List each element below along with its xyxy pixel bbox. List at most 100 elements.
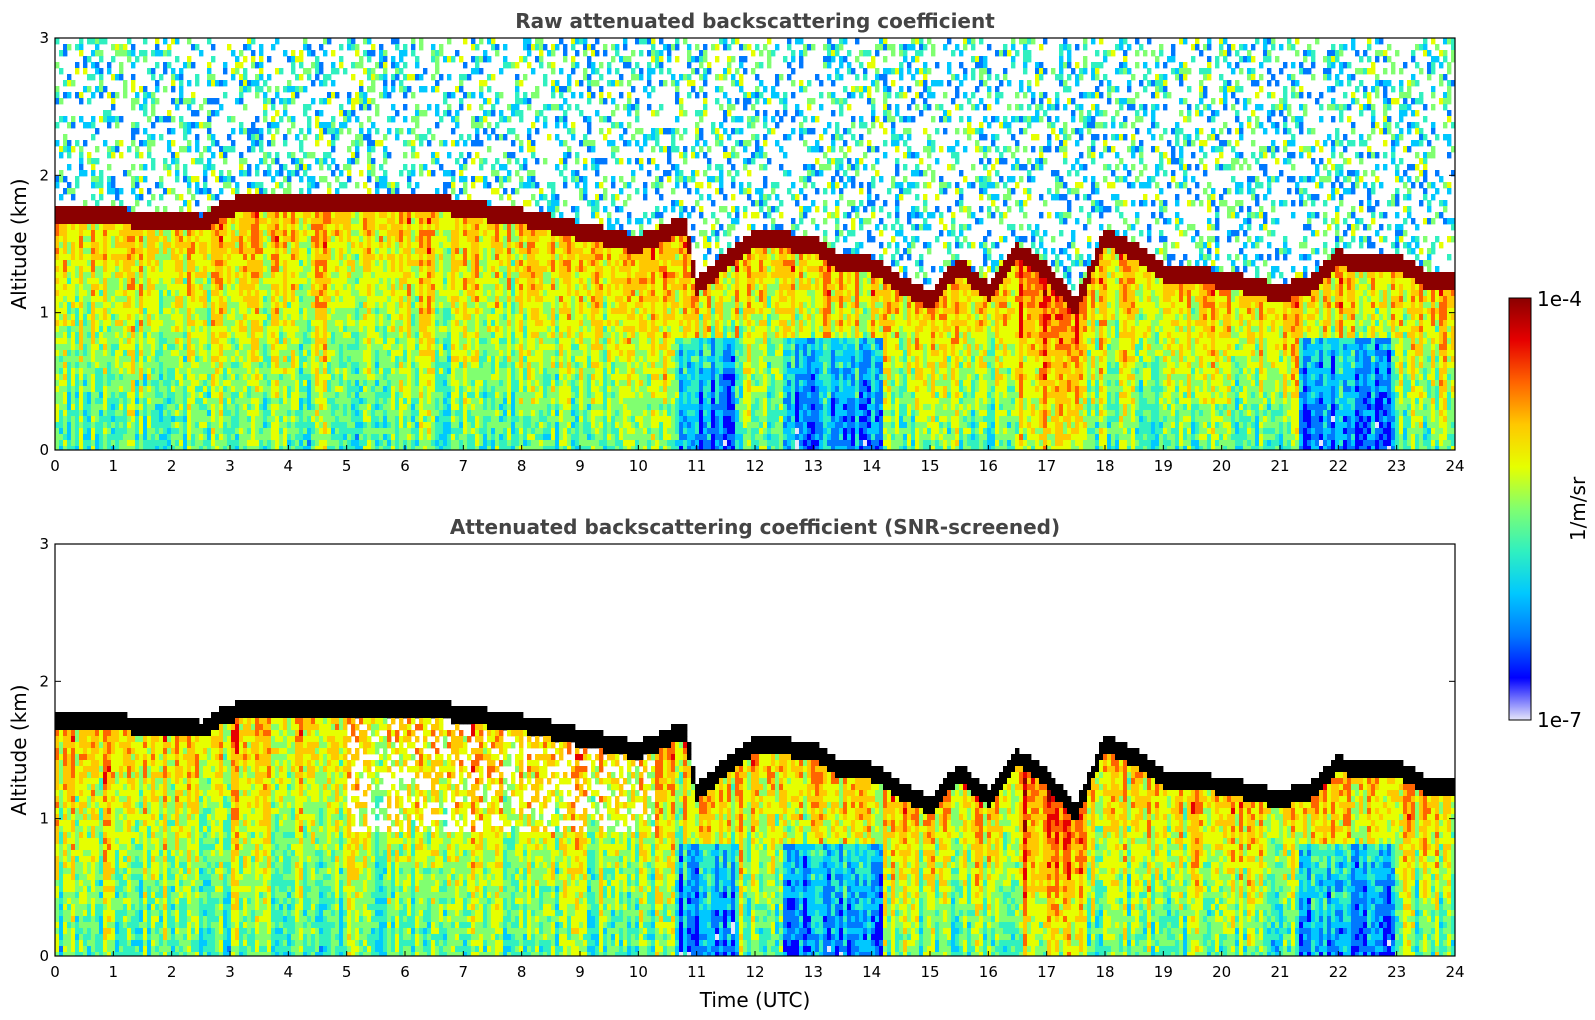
heatmap-cell [243,272,248,279]
heatmap-cell [147,152,152,159]
heatmap-cell [335,440,340,447]
heatmap-cell [375,110,380,117]
heatmap-cell [355,422,360,429]
heatmap-cell [107,338,112,345]
heatmap-cell [355,230,360,237]
heatmap-cell [167,320,172,327]
heatmap-cell [159,182,164,189]
heatmap-cell [71,410,76,417]
heatmap-cell [307,164,312,171]
heatmap-cell [311,230,316,237]
heatmap-cell [55,290,60,297]
heatmap-cell [119,428,124,435]
heatmap-cell [259,422,264,429]
heatmap-cell [191,254,196,261]
heatmap-cell [375,422,380,429]
heatmap-cell [107,332,112,339]
heatmap-cell [63,116,68,123]
heatmap-cell [387,314,392,321]
heatmap-cell [147,296,152,303]
heatmap-cell [75,260,80,267]
heatmap-cell [411,170,416,177]
heatmap-cell [143,356,148,363]
heatmap-cell [195,344,200,351]
heatmap-cell [83,374,88,381]
heatmap-cell [55,422,60,429]
heatmap-cell [259,338,264,345]
heatmap-cell [175,74,180,81]
heatmap-cell [203,368,208,375]
heatmap-cell [155,50,160,57]
heatmap-cell [151,440,156,447]
heatmap-cell [263,374,268,381]
heatmap-cell [107,272,112,279]
heatmap-cell [335,386,340,393]
heatmap-cell [95,182,100,189]
heatmap-cell [115,230,120,237]
heatmap-cell [87,416,92,423]
heatmap-cell [163,434,168,441]
heatmap-cell [339,182,344,189]
heatmap-cell [191,398,196,405]
heatmap-cell [215,434,220,441]
heatmap-cell [303,302,308,309]
heatmap-cell [119,344,124,351]
heatmap-cell [203,248,208,255]
heatmap-cell [415,242,420,249]
heatmap-cell [335,308,340,315]
heatmap-cell [187,314,192,321]
heatmap-cell [343,284,348,291]
heatmap-cell [351,104,356,111]
heatmap-cell [199,314,204,321]
heatmap-cell [435,152,440,159]
heatmap-cell [251,320,256,327]
heatmap-cell [71,386,76,393]
heatmap-cell [379,320,384,327]
heatmap-cell [323,356,328,363]
heatmap-cell [231,188,236,195]
heatmap-cell [259,248,264,255]
heatmap-cell [259,296,264,303]
heatmap-cell [259,344,264,351]
heatmap-cell [411,320,416,327]
heatmap-cell [259,332,264,339]
heatmap-cell [187,128,192,135]
heatmap-cell [299,320,304,327]
heatmap-cell [371,44,376,51]
heatmap-cell [91,116,96,123]
heatmap-cell [379,62,384,69]
heatmap-cell [271,314,276,321]
heatmap-cell [399,308,404,315]
heatmap-cell [63,50,68,57]
heatmap-cell [231,326,236,333]
heatmap-cell [135,212,140,219]
heatmap-cell [131,224,136,231]
heatmap-cell [343,398,348,405]
heatmap-cell [327,200,332,207]
heatmap-cell [79,320,84,327]
heatmap-cell [351,62,356,69]
heatmap-cell [411,356,416,363]
heatmap-cell [83,68,88,75]
heatmap-cell [323,158,328,165]
heatmap-cell [111,236,116,243]
heatmap-cell [103,278,108,285]
heatmap-cell [155,212,160,219]
heatmap-cell [199,302,204,309]
heatmap-cell [263,380,268,387]
heatmap-cell [311,278,316,285]
heatmap-cell [387,428,392,435]
heatmap-cell [247,224,252,231]
heatmap-cell [139,422,144,429]
heatmap-cell [287,242,292,249]
heatmap-cell [95,422,100,429]
heatmap-cell [167,356,172,363]
heatmap-cell [107,362,112,369]
heatmap-cell [303,152,308,159]
heatmap-cell [331,422,336,429]
heatmap-cell [239,296,244,303]
heatmap-cell [307,224,312,231]
heatmap-cell [159,284,164,291]
heatmap-cell [231,278,236,285]
heatmap-cell [347,350,352,357]
